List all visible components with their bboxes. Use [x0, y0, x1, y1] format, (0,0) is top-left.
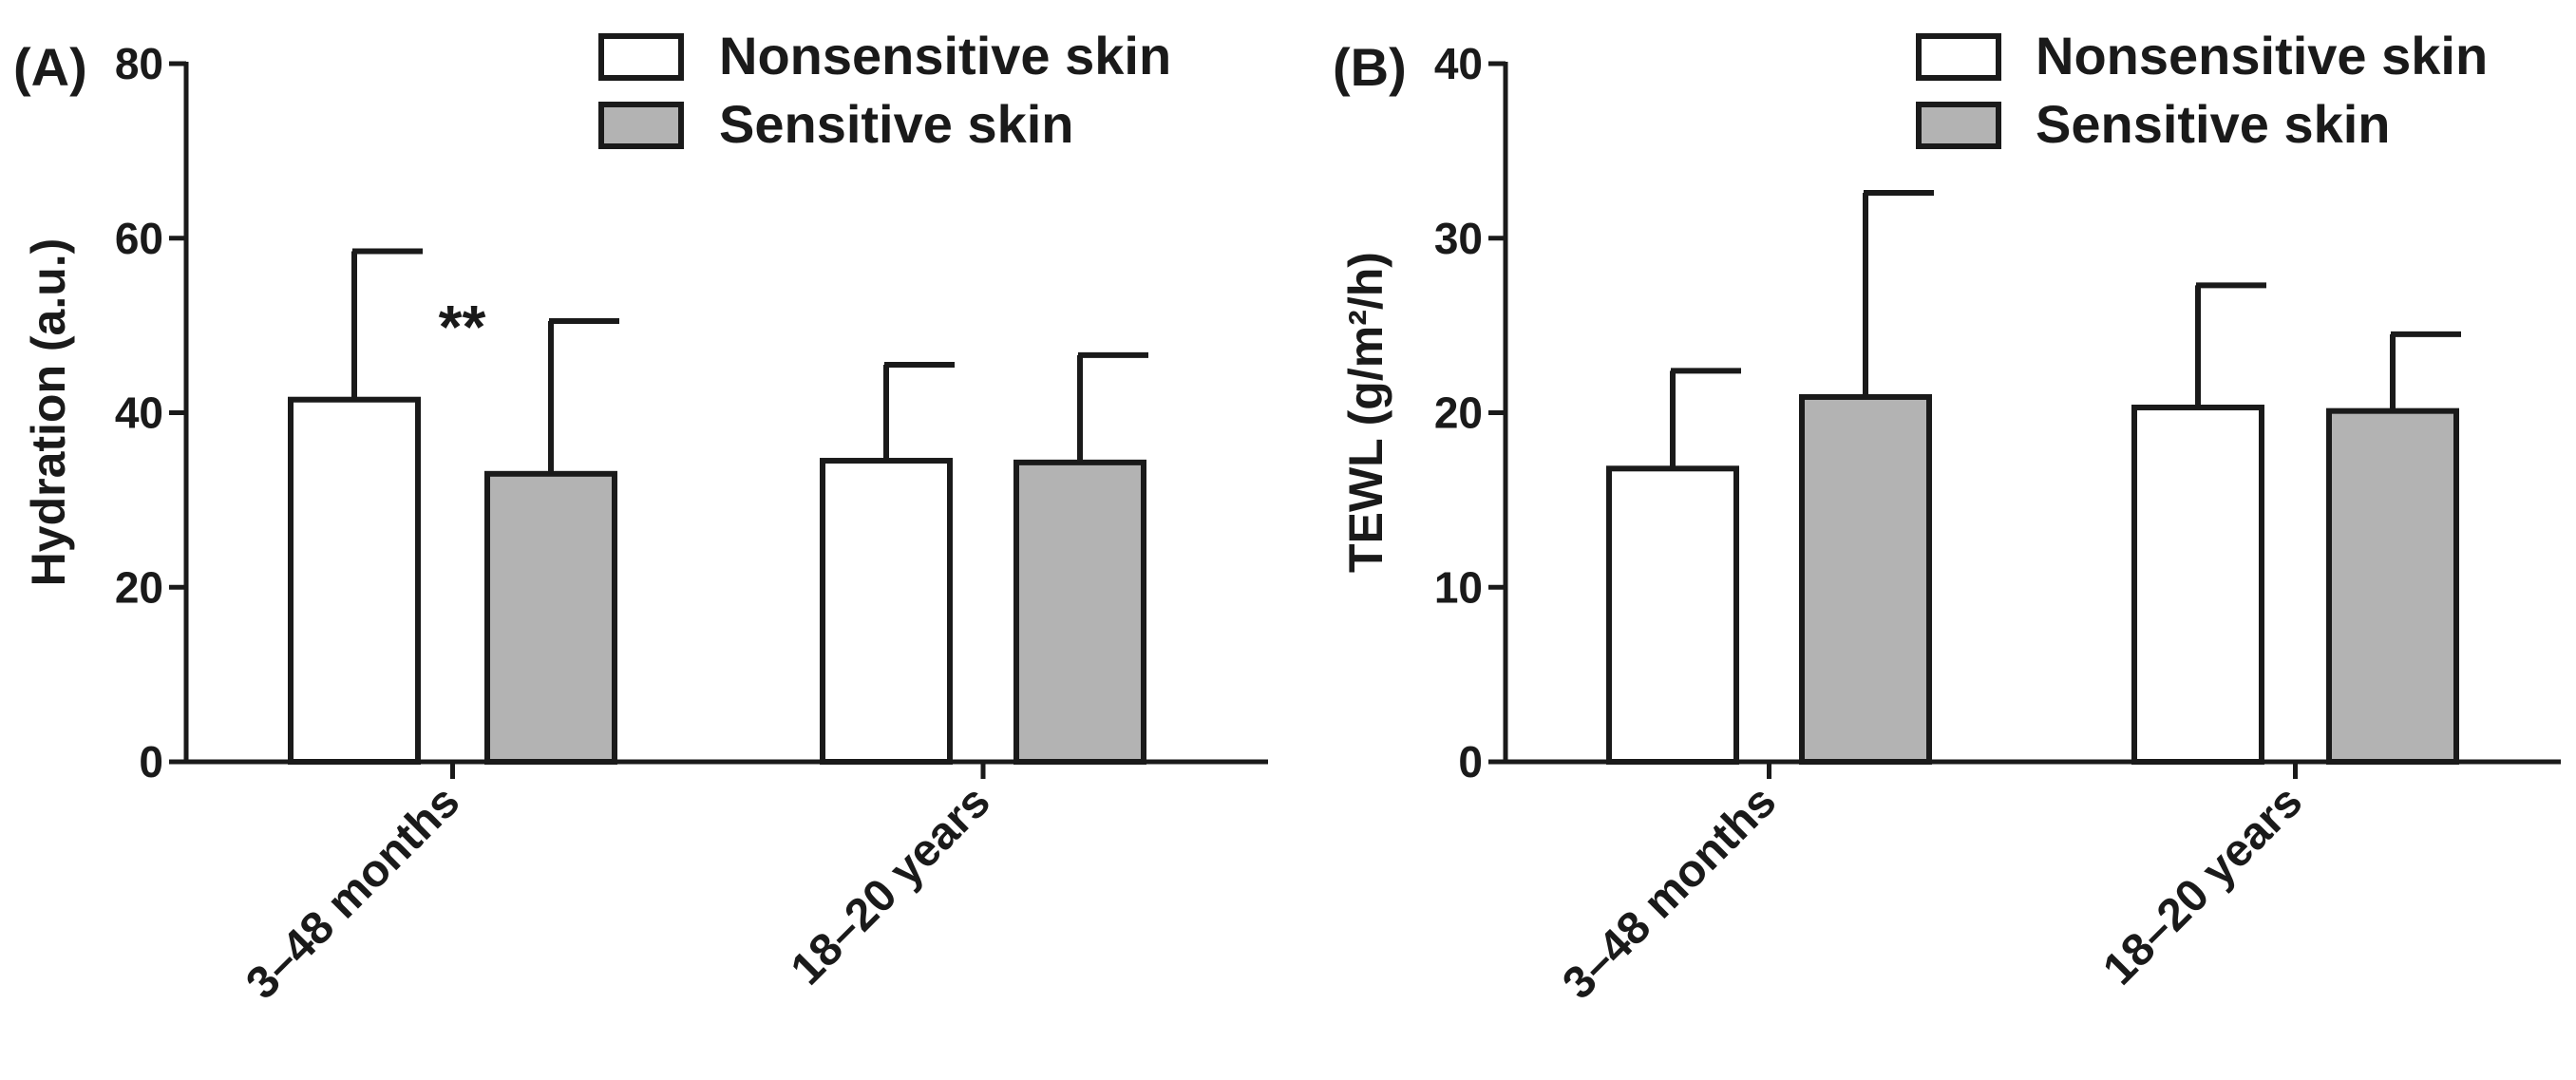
x-tick-label: 18–20 years: [2093, 776, 2312, 995]
bar-nonsensitive: [820, 458, 953, 765]
y-axis-title: Hydration (a.u.): [22, 238, 75, 587]
legend-swatch-nonsensitive: [1916, 33, 2001, 81]
y-tick-label: 10: [1434, 562, 1483, 612]
y-tick-label: 30: [1434, 214, 1483, 263]
x-tick-label: 18–20 years: [782, 776, 1000, 995]
y-tick-label: 20: [115, 562, 163, 612]
legend-label-sensitive: Sensitive skin: [2036, 94, 2391, 154]
bar-sensitive: [1013, 459, 1146, 765]
significance-marker: **: [439, 293, 486, 361]
bar-nonsensitive: [2131, 404, 2264, 765]
y-axis-title: TEWL (g/m²/h): [1339, 252, 1392, 573]
x-tick-label: 3–48 months: [1553, 776, 1786, 1009]
legend-label-nonsensitive: Nonsensitive skin: [2036, 26, 2488, 85]
bar-nonsensitive: [1606, 465, 1739, 765]
legend-label-sensitive: Sensitive skin: [719, 94, 1074, 154]
panel-label: (A): [13, 37, 87, 97]
y-tick-label: 20: [1434, 388, 1483, 438]
bar-sensitive: [2326, 407, 2459, 765]
legend-swatch-sensitive: [598, 102, 684, 149]
bar-nonsensitive: [288, 396, 421, 765]
y-tick-label: 40: [115, 388, 163, 438]
y-tick-label: 40: [1434, 39, 1483, 88]
bar-sensitive: [1799, 393, 1932, 765]
legend-swatch-nonsensitive: [598, 33, 684, 81]
y-tick-label: 60: [115, 214, 163, 263]
x-tick-label: 3–48 months: [237, 776, 469, 1009]
bar-sensitive: [484, 470, 617, 765]
legend-swatch-sensitive: [1916, 102, 2001, 149]
panel-a: (A) 0 20 40 60 80 Hydration (a.u.) 3–48 months 1…: [13, 26, 1268, 1009]
y-tick-label: 0: [1458, 737, 1483, 786]
legend-label-nonsensitive: Nonsensitive skin: [719, 26, 1171, 85]
panel-b: (B) 0 10 20 30 40 TEWL (g/m²/h) 3–48 months 18–2…: [1333, 26, 2561, 1009]
y-tick-label: 80: [115, 39, 163, 88]
y-tick-label: 0: [139, 737, 163, 786]
panel-label: (B): [1333, 37, 1407, 97]
